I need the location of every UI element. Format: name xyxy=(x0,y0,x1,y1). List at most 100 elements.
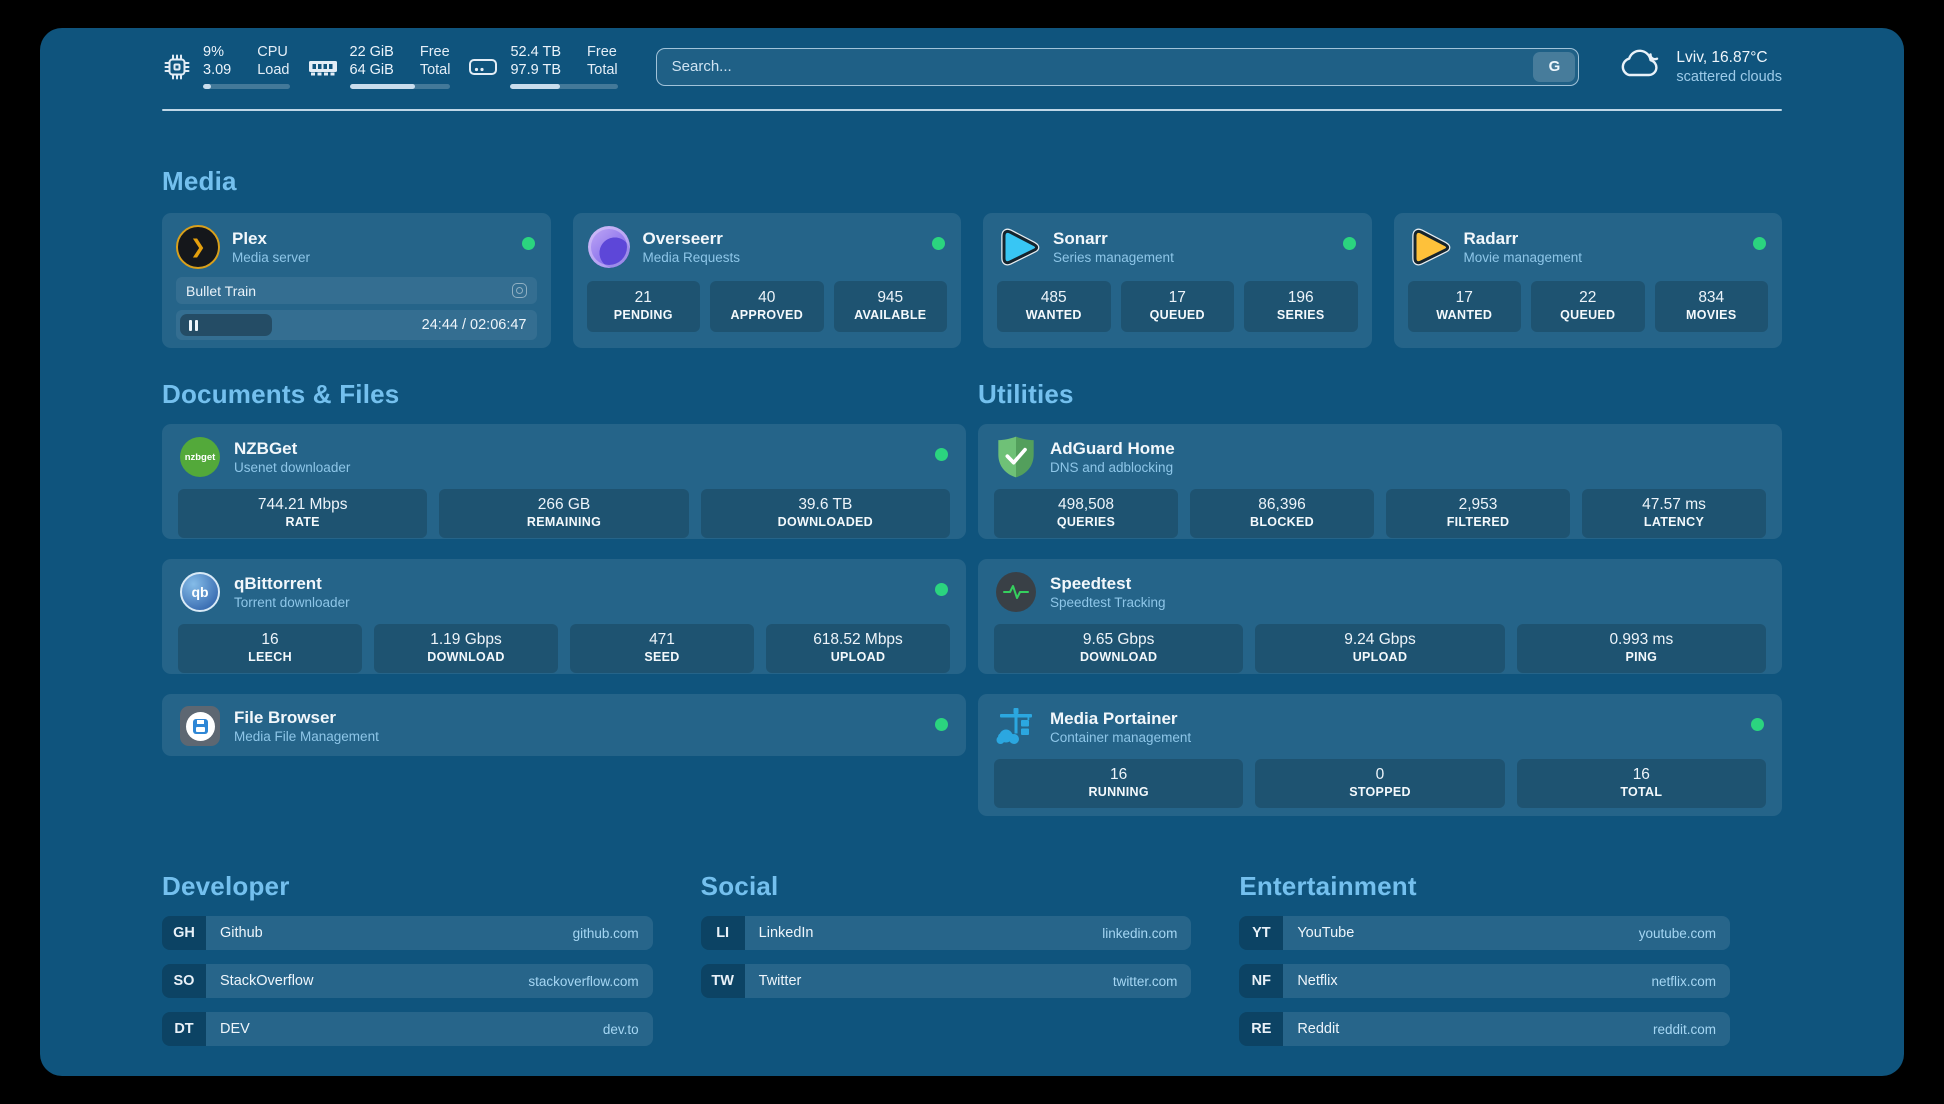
stat-tile: 16 RUNNING xyxy=(994,759,1244,808)
services-two-column: Documents & Files nzbget NZBGet Usenet d… xyxy=(162,378,1782,816)
nzbget-header: nzbget NZBGet Usenet downloader xyxy=(178,435,950,479)
cpu-progress-fill xyxy=(203,84,211,89)
stat-label: WANTED xyxy=(1436,308,1493,322)
plex-icon xyxy=(176,225,220,269)
radarr-card[interactable]: Radarr Movie management 17 WANTED 22 QUE… xyxy=(1393,213,1782,348)
pause-icon xyxy=(189,319,192,331)
stat-label: RATE xyxy=(285,515,320,529)
stat-tiles: 498,508 QUERIES 86,396 BLOCKED 2,953 FIL… xyxy=(994,489,1766,538)
stat-value: 16 xyxy=(1110,766,1128,783)
stat-value: 86,396 xyxy=(1258,496,1306,513)
memory-total-value: 64 GiB xyxy=(349,62,394,78)
plex-header: Plex Media server xyxy=(176,225,537,269)
plex-card[interactable]: Plex Media server Bullet Train 24:44 / 0… xyxy=(162,213,551,348)
stat-tile: 21 PENDING xyxy=(586,281,700,332)
player-options-icon[interactable] xyxy=(511,283,527,298)
disk-progress-fill xyxy=(510,84,560,89)
stat-value: 47.57 ms xyxy=(1642,496,1706,513)
pause-icon xyxy=(195,319,198,331)
bookmark-name: Twitter xyxy=(758,973,802,989)
bookmark-linkedin[interactable]: LI LinkedIn linkedin.com xyxy=(700,916,1192,950)
weather-widget: Lviv, 16.87°C scattered clouds xyxy=(1617,47,1782,86)
stat-tile: 40 APPROVED xyxy=(710,281,824,332)
documents-column: Documents & Files nzbget NZBGet Usenet d… xyxy=(162,378,966,816)
stat-label: LATENCY xyxy=(1643,515,1705,529)
stat-tile: 86,396 BLOCKED xyxy=(1190,489,1374,538)
stat-label: BLOCKED xyxy=(1250,515,1314,529)
speedtest-header: Speedtest Speedtest Tracking xyxy=(994,570,1766,614)
stat-value: 39.6 TB xyxy=(798,496,853,513)
stat-tile: 266 GB REMAINING xyxy=(439,489,689,538)
portainer-icon xyxy=(994,705,1038,749)
stat-value: 17 xyxy=(1455,289,1473,306)
search-provider-button[interactable]: G xyxy=(1533,51,1576,82)
stat-label: APPROVED xyxy=(730,308,804,322)
bookmark-reddit[interactable]: RE Reddit reddit.com xyxy=(1239,1012,1730,1046)
disk-free-label: Free xyxy=(587,44,617,60)
speedtest-card[interactable]: Speedtest Speedtest Tracking 9.65 Gbps D… xyxy=(978,559,1782,674)
bookmark-name: Reddit xyxy=(1297,1021,1340,1037)
status-dot xyxy=(935,718,948,731)
bookmark-list: LI LinkedIn linkedin.com TW Twitter twit… xyxy=(700,916,1192,998)
overseerr-header: Overseerr Media Requests xyxy=(587,225,948,269)
stat-tiles: 16 LEECH 1.19 Gbps DOWNLOAD 471 SEED 6 xyxy=(178,624,950,673)
bookmark-url: netflix.com xyxy=(1651,973,1716,989)
stat-label: LEECH xyxy=(248,650,292,664)
stat-label: DOWNLOADED xyxy=(777,515,873,529)
service-title: Radarr xyxy=(1463,229,1519,248)
bookmark-netflix[interactable]: NF Netflix netflix.com xyxy=(1239,964,1730,998)
bookmark-twitter[interactable]: TW Twitter twitter.com xyxy=(700,964,1192,998)
status-dot xyxy=(1342,237,1356,250)
filebrowser-card[interactable]: File Browser Media File Management xyxy=(162,694,966,756)
stat-tile: 47.57 ms LATENCY xyxy=(1582,489,1766,538)
filebrowser-icon xyxy=(178,704,222,748)
dashboard-content: 9% CPU 3.09 Load xyxy=(40,28,1904,1076)
overseerr-icon xyxy=(587,225,631,269)
portainer-card[interactable]: Media Portainer Container management 16 … xyxy=(978,694,1782,816)
weather-location: Lviv, 16.87°C xyxy=(1676,48,1768,66)
stat-tiles: 16 RUNNING 0 STOPPED 16 TOTAL xyxy=(994,759,1766,808)
bookmark-stackoverflow[interactable]: SO StackOverflow stackoverflow.com xyxy=(162,964,653,998)
stat-label: MOVIES xyxy=(1686,308,1737,322)
status-dot xyxy=(1753,237,1766,250)
stat-label: QUERIES xyxy=(1056,515,1116,529)
bookmark-url: twitter.com xyxy=(1112,973,1178,989)
bookmark-abbr: DT xyxy=(162,1012,206,1046)
memory-free-value: 22 GiB xyxy=(349,44,394,60)
bookmark-url: dev.to xyxy=(602,1021,639,1037)
disk-icon xyxy=(467,52,499,82)
stat-tile: 17 WANTED xyxy=(1407,281,1521,332)
search-input[interactable] xyxy=(655,47,1580,86)
stat-tile: 39.6 TB DOWNLOADED xyxy=(700,489,950,538)
player-progress-row: 24:44 / 02:06:47 xyxy=(176,310,537,340)
cpu-load-value: 3.09 xyxy=(203,62,232,78)
bookmark-name: DEV xyxy=(220,1021,250,1037)
stat-tile: 196 SERIES xyxy=(1244,281,1358,332)
adguard-card[interactable]: AdGuard Home DNS and adblocking 498,508 … xyxy=(978,424,1782,539)
service-title: Speedtest xyxy=(1050,574,1132,593)
bookmark-abbr: NF xyxy=(1239,964,1284,998)
service-title: Media Portainer xyxy=(1050,709,1178,728)
sonarr-header: Sonarr Series management xyxy=(997,225,1358,269)
stat-tile: 471 SEED xyxy=(570,624,754,673)
service-title: qBittorrent xyxy=(234,574,322,593)
adguard-icon xyxy=(994,435,1038,479)
stat-value: 9.24 Gbps xyxy=(1344,631,1416,648)
nzbget-card[interactable]: nzbget NZBGet Usenet downloader 744.21 M… xyxy=(162,424,966,539)
service-description: Usenet downloader xyxy=(234,460,351,475)
now-playing-row: Bullet Train xyxy=(176,277,537,304)
overseerr-card[interactable]: Overseerr Media Requests 21 PENDING 40 A… xyxy=(572,213,961,348)
cpu-icon xyxy=(162,52,192,82)
bookmark-dev[interactable]: DT DEV dev.to xyxy=(162,1012,653,1046)
sonarr-card[interactable]: Sonarr Series management 485 WANTED 17 Q… xyxy=(983,213,1372,348)
bookmark-youtube[interactable]: YT YouTube youtube.com xyxy=(1239,916,1730,950)
pause-button[interactable] xyxy=(180,314,272,336)
topbar-divider xyxy=(162,109,1782,111)
qbittorrent-card[interactable]: qb qBittorrent Torrent downloader 16 LEE… xyxy=(162,559,966,674)
bookmark-github[interactable]: GH Github github.com xyxy=(162,916,653,950)
cpu-load-label: Load xyxy=(257,62,290,78)
bookmark-url: github.com xyxy=(572,925,639,941)
stat-label: FILTERED xyxy=(1446,515,1510,529)
portainer-header: Media Portainer Container management xyxy=(994,705,1766,749)
